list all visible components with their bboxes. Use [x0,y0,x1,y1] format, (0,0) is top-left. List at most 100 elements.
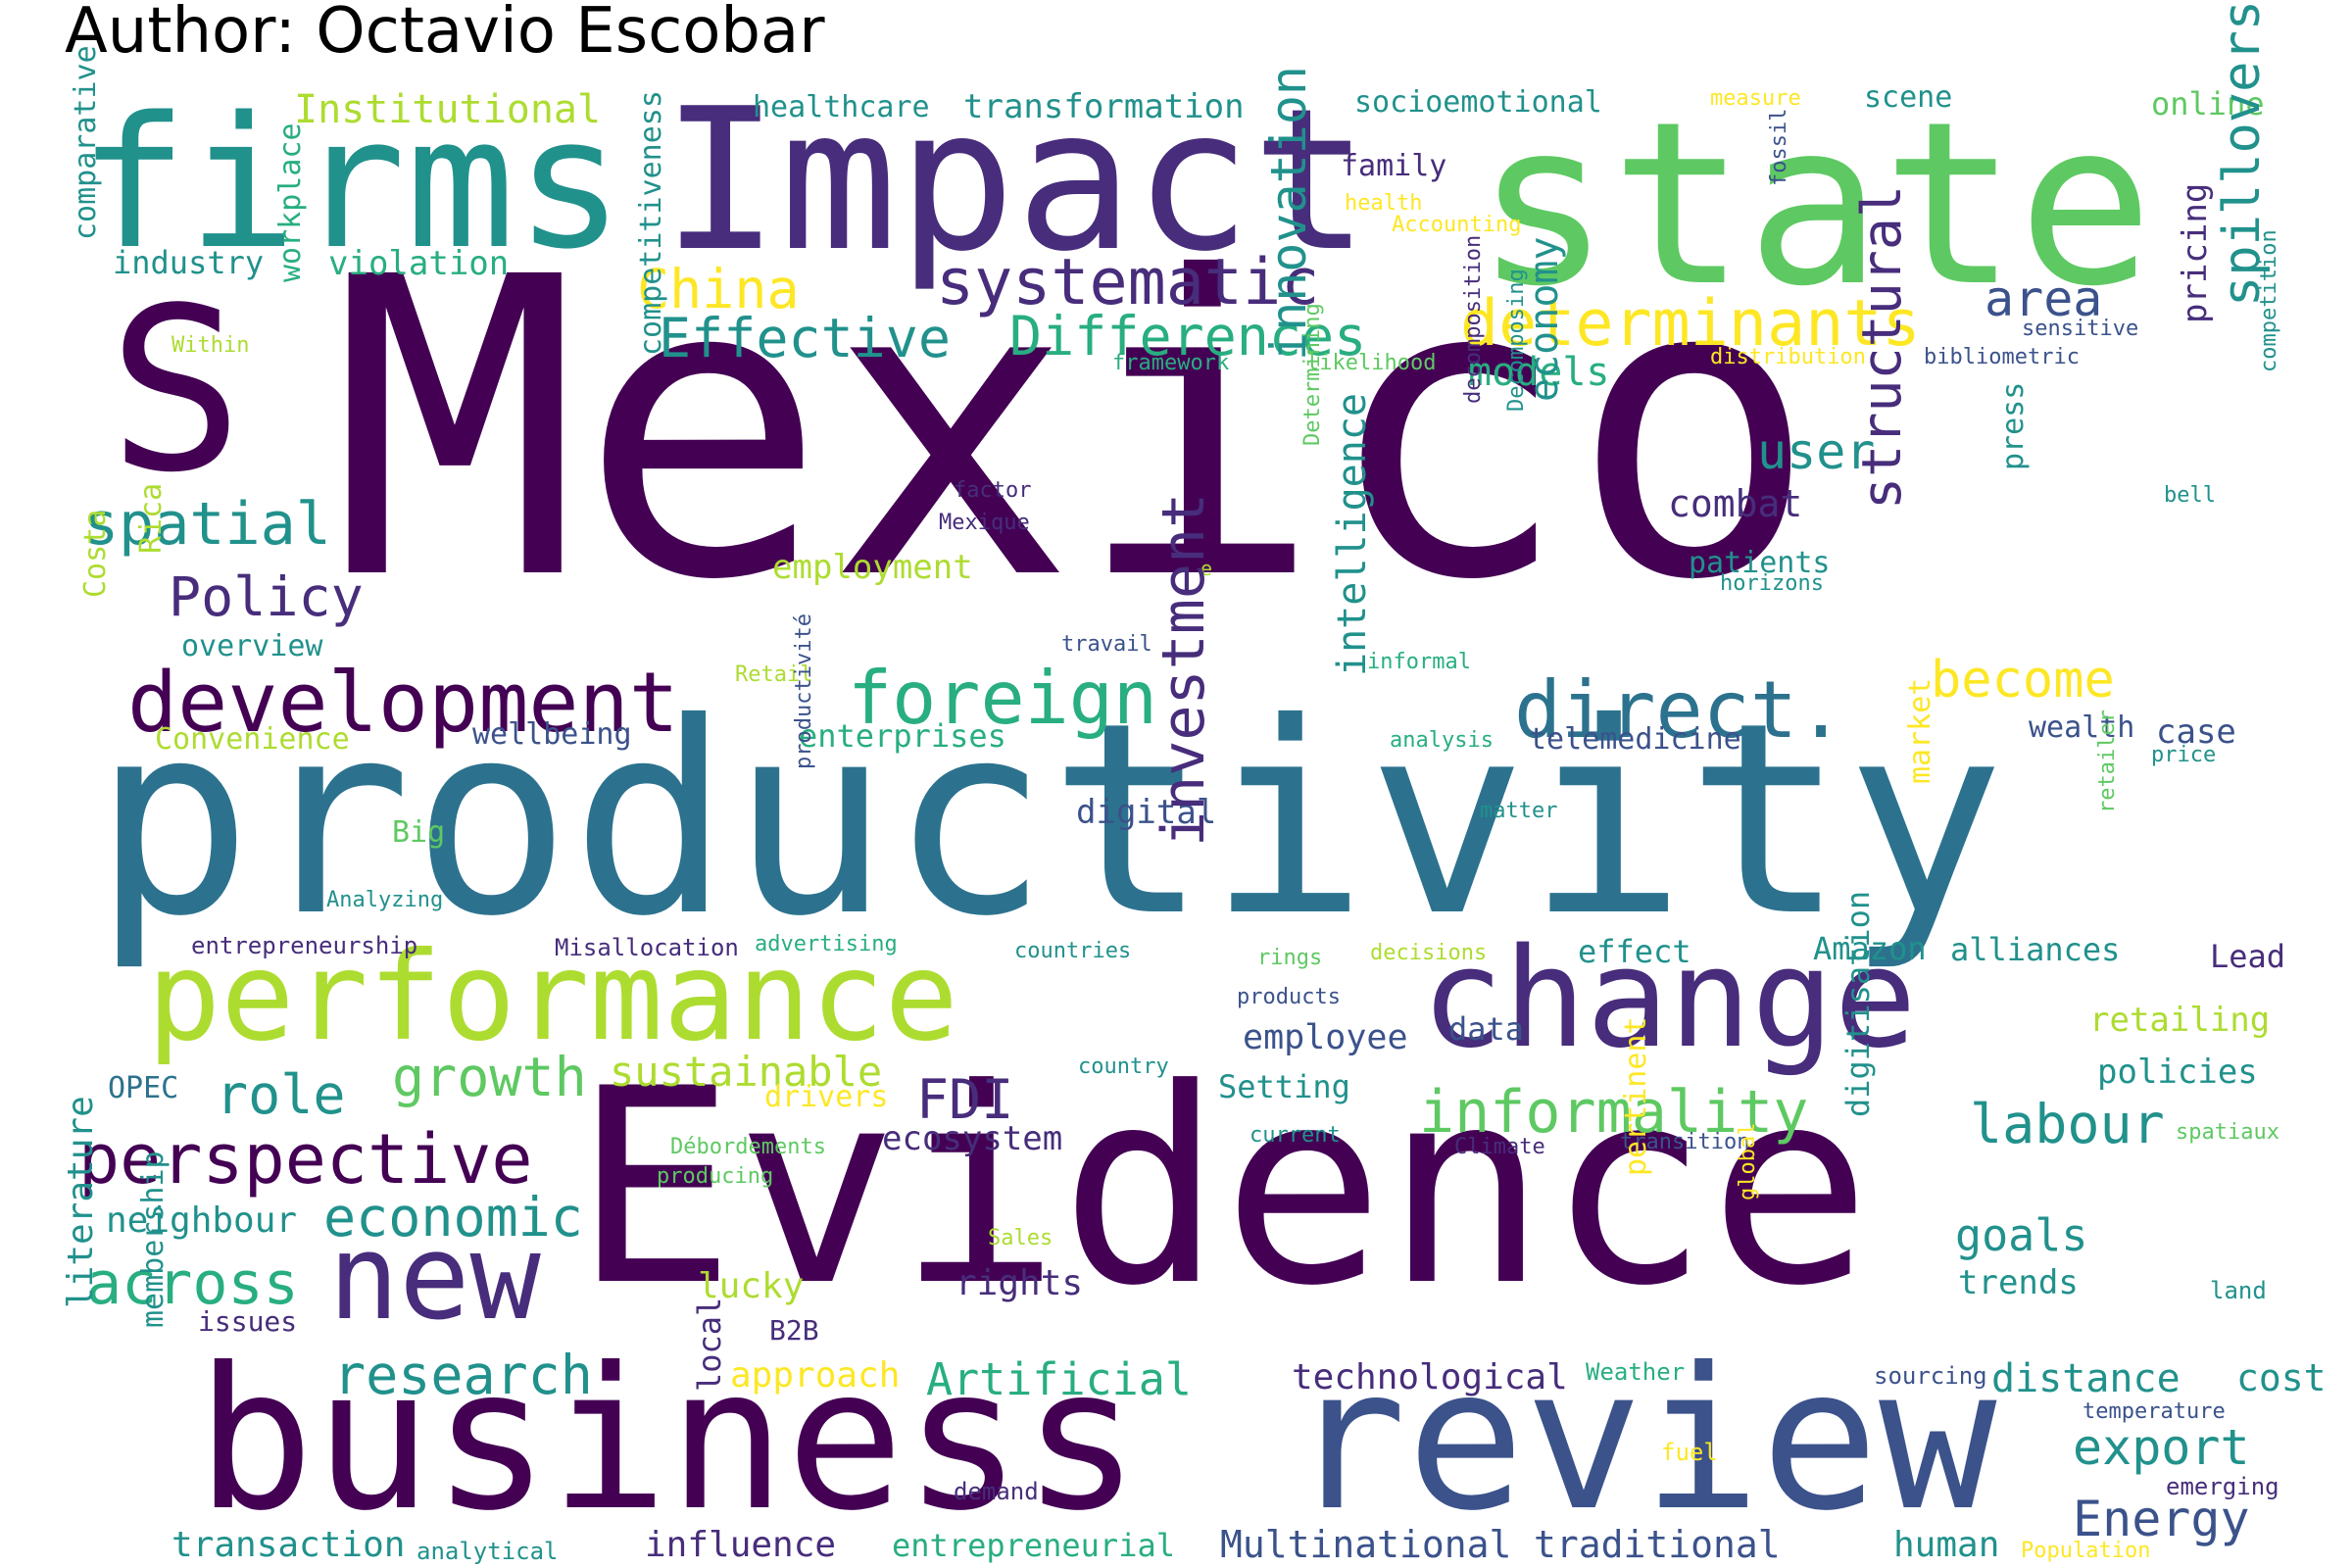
cloud-word: data [1448,1010,1525,1048]
cloud-word: global [1736,1122,1760,1200]
cloud-word: B2B [769,1314,819,1347]
cloud-word: Mexique [939,511,1030,535]
cloud-word: employee [1243,1018,1408,1057]
cloud-word: entrepreneurship [191,932,418,959]
cloud-word: drivers [764,1080,889,1114]
cloud-word: perspective [78,1119,533,1200]
cloud-word: spatial [83,490,331,559]
cloud-word: Evidence [573,1031,1872,1345]
cloud-word: business [196,1326,1141,1554]
cloud-word: Convenience [155,722,350,757]
cloud-word: Accounting [1392,213,1522,237]
cloud-word: transition [1620,1130,1750,1154]
cloud-word: goals [1955,1209,2088,1261]
cloud-word: current [1250,1123,1341,1148]
cloud-word: issues [198,1305,298,1338]
cloud-word: matter [1480,799,1558,823]
cloud-word: determinants [1460,287,1921,361]
cloud-word: productivité [792,613,816,769]
cloud-word: transformation [963,87,1245,126]
cloud-word: influence [645,1525,837,1565]
cloud-word: Sales [988,1226,1054,1250]
cloud-word: digitisation [1839,890,1877,1117]
cloud-word: advertising [755,932,898,956]
cloud-word: healthcare [753,90,930,124]
cloud-word: online [2151,85,2265,122]
cloud-word: framework [1112,351,1230,375]
cloud-word: retailing [2089,1001,2271,1040]
cloud-word: development [127,655,679,752]
cloud-word: informal [1367,650,1471,674]
cloud-word: transaction [172,1525,406,1565]
cloud-word: rings [1257,946,1323,970]
cloud-word: family [1341,149,1447,183]
cloud-word: bell [2164,483,2216,508]
cloud-word: producing [657,1164,774,1189]
cloud-word: cost [2236,1356,2327,1399]
cloud-word: distribution [1710,345,1866,369]
cloud-word: role [216,1063,346,1126]
cloud-word: Effective [659,307,952,369]
cloud-word: wealth [2029,710,2135,745]
cloud-word: approach [730,1355,901,1396]
cloud-word: spatiaux [2176,1120,2279,1145]
cloud-word: Costa [78,509,113,598]
cloud-word: user [1757,423,1876,480]
cloud-word: country [1078,1054,1169,1079]
cloud-word: Institutional [294,87,602,132]
cloud-word: become [1931,651,2115,710]
cloud-word: Lead [2210,938,2286,975]
cloud-word: intelligence [1330,393,1375,676]
cloud-word: Energy [2073,1491,2250,1547]
cloud-word: Impact [662,67,1370,295]
cloud-word: analytical [416,1538,559,1565]
cloud-word: technological [1292,1357,1568,1397]
cloud-word: Analyzing [326,888,444,912]
cloud-word: case [2156,712,2236,752]
cloud-word: Mexico [331,191,1819,670]
cloud-word: performance [147,926,958,1068]
cloud-word: market [1903,677,1937,784]
cloud-word: factor [954,478,1032,503]
cloud-word: overview [181,629,323,663]
cloud-word: likelihood [1306,351,1437,375]
cloud-word: traditional [1534,1523,1781,1566]
cloud-word: change [1421,919,1917,1079]
cloud-word: horizons [1720,571,1824,596]
cloud-word: Decomposing [1504,269,1529,412]
cloud-word: land [2210,1277,2267,1304]
cloud-word: Amazon [1813,930,1927,967]
cloud-word: comparative [69,45,103,240]
cloud-word: trends [1958,1263,2079,1302]
cloud-word: export [2073,1419,2250,1476]
cloud-word: economy [1522,236,1567,402]
cloud-word: labour [1970,1093,2165,1155]
cloud-word: Policy [169,565,364,628]
cloud-word: across [86,1250,299,1318]
cloud-word: measure [1710,86,1801,111]
cloud-word: entrepreneurial [892,1527,1175,1564]
cloud-word: telemedicine [1529,722,1741,757]
cloud-word: China [637,258,800,320]
cloud-word: firms [78,77,624,289]
cloud-word: sustainable [610,1048,883,1096]
cloud-word: informality [1419,1078,1809,1147]
cloud-word: alliances [1950,931,2121,968]
cloud-word: combat [1668,482,1803,525]
cloud-word: Multinational [1220,1523,1512,1566]
cloud-word: structural [1850,184,1913,510]
cloud-word: socioemotional [1354,85,1602,120]
cloud-word: competitiveness [634,90,668,356]
cloud-word: workplace [273,122,308,282]
cloud-word: distance [1991,1356,2180,1401]
cloud-word: literature [61,1096,101,1308]
cloud-word: travail [1061,632,1152,657]
cloud-word: FDI [916,1068,1014,1131]
cloud-word: sourcing [1874,1362,1987,1390]
cloud-word: demand [954,1478,1039,1505]
cloud-word: review [1289,1326,1997,1554]
cloud-word: competition [2257,229,2281,372]
cloud-word: pertinent [1619,1016,1653,1176]
cloud-word: lucky [698,1266,805,1306]
cloud-word: temperature [2082,1399,2226,1424]
